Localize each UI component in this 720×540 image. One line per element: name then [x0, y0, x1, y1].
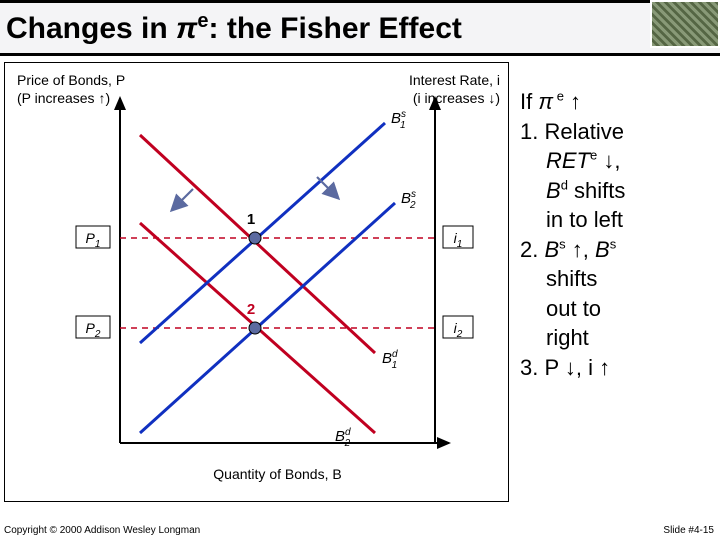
- copyright: Copyright © 2000 Addison Wesley Longman: [4, 525, 200, 536]
- explanation-text: If π e ↑1. RelativeRETe ↓,Bd shiftsin to…: [520, 88, 715, 383]
- title-bar: Changes in πe: the Fisher Effect: [0, 0, 720, 56]
- svg-text:1: 1: [247, 211, 255, 228]
- slide-number: Slide #4-15: [663, 525, 714, 536]
- svg-text:Price of Bonds, P: Price of Bonds, P: [17, 72, 125, 88]
- explanation-line: shifts: [520, 265, 715, 293]
- svg-text:Bs2: Bs2: [401, 189, 416, 211]
- explanation-line: If π e ↑: [520, 88, 715, 116]
- svg-text:Bd2: Bd2: [335, 427, 351, 449]
- svg-text:(i increases ↓): (i increases ↓): [413, 90, 500, 106]
- svg-text:(P increases ↑): (P increases ↑): [17, 90, 110, 106]
- explanation-line: RETe ↓,: [520, 147, 715, 175]
- svg-text:Bs1: Bs1: [391, 109, 406, 131]
- title-prefix: Changes in: [6, 12, 176, 45]
- explanation-line: 2. Bs ↑, Bs: [520, 236, 715, 264]
- title-pi: π: [176, 12, 197, 45]
- explanation-line: 1. Relative: [520, 118, 715, 146]
- svg-text:Interest Rate, i: Interest Rate, i: [409, 72, 500, 88]
- explanation-line: Bd shifts: [520, 177, 715, 205]
- svg-text:2: 2: [247, 301, 255, 318]
- page-title: Changes in πe: the Fisher Effect: [6, 10, 462, 46]
- title-sup: e: [197, 10, 208, 32]
- explanation-line: out to: [520, 295, 715, 323]
- explanation-line: right: [520, 324, 715, 352]
- bond-market-chart: Price of Bonds, P (P increases ↑) Interest…: [4, 62, 509, 502]
- explanation-line: 3. P ↓, i ↑: [520, 354, 715, 382]
- explanation-line: in to left: [520, 206, 715, 234]
- title-suffix: : the Fisher Effect: [209, 12, 462, 45]
- svg-text:Quantity of Bonds, B: Quantity of Bonds, B: [213, 466, 341, 482]
- svg-text:Bd1: Bd1: [382, 349, 398, 371]
- decorative-image: [650, 0, 720, 48]
- chart-svg: Price of Bonds, P (P increases ↑) Interest…: [5, 63, 510, 503]
